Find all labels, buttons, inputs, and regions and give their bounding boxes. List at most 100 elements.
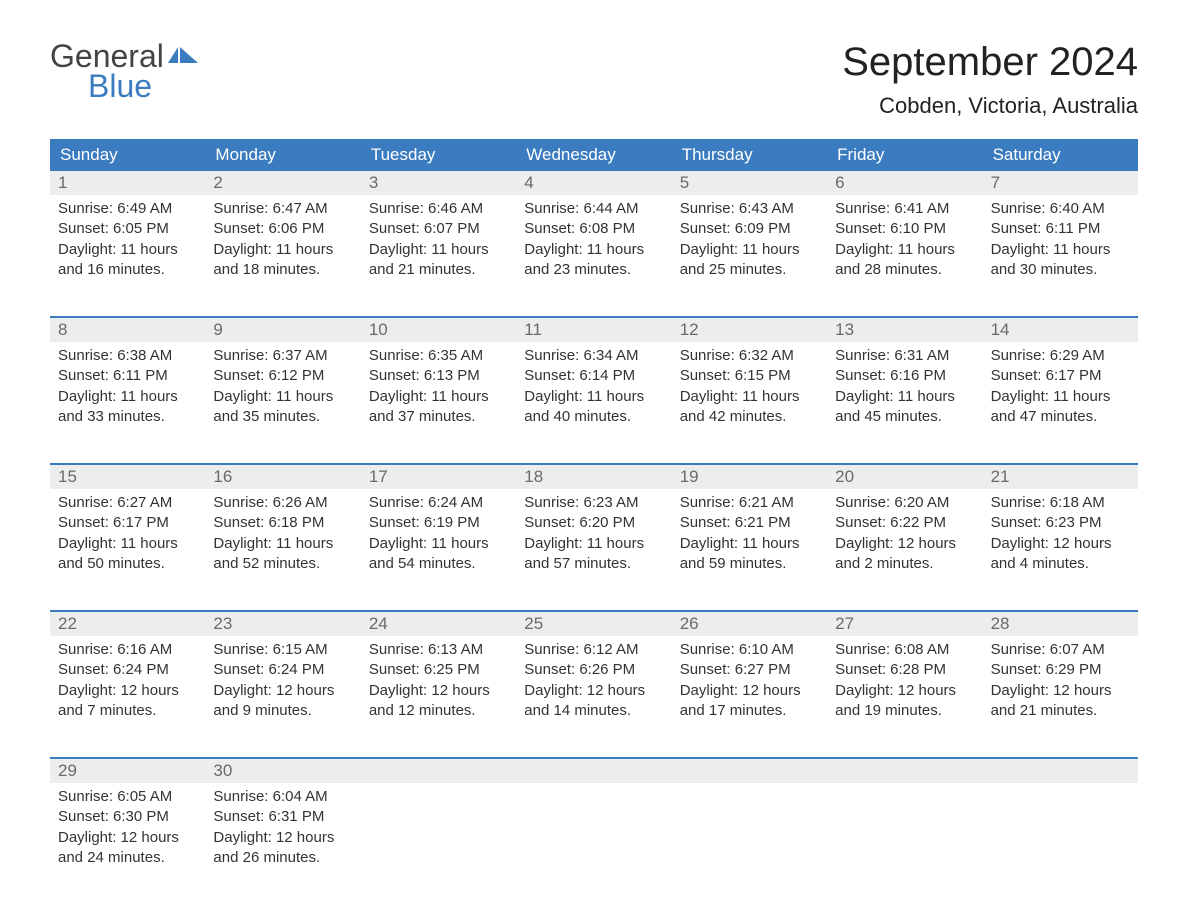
- day-line: Sunset: 6:19 PM: [369, 513, 508, 533]
- day-number-row: 891011121314: [50, 318, 1138, 342]
- day-line: and 25 minutes.: [680, 260, 819, 280]
- day-line: Sunset: 6:26 PM: [524, 660, 663, 680]
- day-line: and 18 minutes.: [213, 260, 352, 280]
- day-header: Thursday: [672, 139, 827, 171]
- day-line: and 14 minutes.: [524, 701, 663, 721]
- day-line: Sunset: 6:27 PM: [680, 660, 819, 680]
- day-line: Daylight: 12 hours: [58, 828, 197, 848]
- day-cell: Sunrise: 6:04 AMSunset: 6:31 PMDaylight:…: [205, 783, 360, 876]
- day-number: 22: [50, 612, 205, 636]
- day-cell: Sunrise: 6:05 AMSunset: 6:30 PMDaylight:…: [50, 783, 205, 876]
- day-number: 1: [50, 171, 205, 195]
- logo: General Blue: [50, 40, 200, 102]
- day-line: and 19 minutes.: [835, 701, 974, 721]
- day-line: Daylight: 12 hours: [835, 681, 974, 701]
- day-line: Sunrise: 6:05 AM: [58, 787, 197, 807]
- day-line: Sunrise: 6:26 AM: [213, 493, 352, 513]
- day-line: Sunrise: 6:12 AM: [524, 640, 663, 660]
- day-line: Daylight: 12 hours: [680, 681, 819, 701]
- day-number: 24: [361, 612, 516, 636]
- day-line: Sunset: 6:05 PM: [58, 219, 197, 239]
- day-line: Sunrise: 6:34 AM: [524, 346, 663, 366]
- day-line: and 23 minutes.: [524, 260, 663, 280]
- day-line: and 26 minutes.: [213, 848, 352, 868]
- day-line: Daylight: 11 hours: [680, 534, 819, 554]
- day-cell: Sunrise: 6:20 AMSunset: 6:22 PMDaylight:…: [827, 489, 982, 582]
- week-row: 1234567Sunrise: 6:49 AMSunset: 6:05 PMDa…: [50, 171, 1138, 288]
- day-cell: Sunrise: 6:13 AMSunset: 6:25 PMDaylight:…: [361, 636, 516, 729]
- day-cell: [516, 783, 671, 876]
- day-line: Daylight: 11 hours: [369, 534, 508, 554]
- day-line: Daylight: 11 hours: [524, 240, 663, 260]
- day-line: Daylight: 11 hours: [213, 387, 352, 407]
- day-number: 13: [827, 318, 982, 342]
- day-line: Sunrise: 6:08 AM: [835, 640, 974, 660]
- logo-text-bottom: Blue: [50, 70, 200, 102]
- day-number: 2: [205, 171, 360, 195]
- day-line: Daylight: 11 hours: [680, 240, 819, 260]
- day-line: Sunset: 6:18 PM: [213, 513, 352, 533]
- day-number: 26: [672, 612, 827, 636]
- day-number: 11: [516, 318, 671, 342]
- day-cell: Sunrise: 6:32 AMSunset: 6:15 PMDaylight:…: [672, 342, 827, 435]
- day-line: Daylight: 11 hours: [58, 534, 197, 554]
- day-line: Daylight: 11 hours: [58, 387, 197, 407]
- day-line: Sunrise: 6:32 AM: [680, 346, 819, 366]
- day-cell: [672, 783, 827, 876]
- day-line: Sunset: 6:06 PM: [213, 219, 352, 239]
- day-line: Daylight: 11 hours: [524, 534, 663, 554]
- day-header: Wednesday: [516, 139, 671, 171]
- day-line: Sunset: 6:17 PM: [991, 366, 1130, 386]
- day-line: Daylight: 11 hours: [991, 240, 1130, 260]
- day-line: and 59 minutes.: [680, 554, 819, 574]
- day-headers-row: SundayMondayTuesdayWednesdayThursdayFrid…: [50, 139, 1138, 171]
- day-line: Sunrise: 6:31 AM: [835, 346, 974, 366]
- day-line: and 40 minutes.: [524, 407, 663, 427]
- day-line: and 21 minutes.: [369, 260, 508, 280]
- day-line: and 24 minutes.: [58, 848, 197, 868]
- day-line: Sunrise: 6:43 AM: [680, 199, 819, 219]
- day-line: Sunrise: 6:47 AM: [213, 199, 352, 219]
- day-number: 20: [827, 465, 982, 489]
- day-number: [827, 759, 982, 783]
- day-line: Sunset: 6:11 PM: [991, 219, 1130, 239]
- day-number: 14: [983, 318, 1138, 342]
- day-line: and 54 minutes.: [369, 554, 508, 574]
- day-line: Sunset: 6:17 PM: [58, 513, 197, 533]
- day-line: Sunrise: 6:27 AM: [58, 493, 197, 513]
- day-number: 17: [361, 465, 516, 489]
- day-line: and 12 minutes.: [369, 701, 508, 721]
- day-number: 29: [50, 759, 205, 783]
- day-cell: Sunrise: 6:24 AMSunset: 6:19 PMDaylight:…: [361, 489, 516, 582]
- day-line: Daylight: 12 hours: [835, 534, 974, 554]
- day-line: Daylight: 11 hours: [213, 240, 352, 260]
- day-line: Sunrise: 6:16 AM: [58, 640, 197, 660]
- day-line: and 16 minutes.: [58, 260, 197, 280]
- week-row: 2930Sunrise: 6:05 AMSunset: 6:30 PMDayli…: [50, 757, 1138, 876]
- week-row: 15161718192021Sunrise: 6:27 AMSunset: 6:…: [50, 463, 1138, 582]
- day-cell: Sunrise: 6:16 AMSunset: 6:24 PMDaylight:…: [50, 636, 205, 729]
- day-line: Sunset: 6:14 PM: [524, 366, 663, 386]
- day-number: 30: [205, 759, 360, 783]
- day-cell: Sunrise: 6:43 AMSunset: 6:09 PMDaylight:…: [672, 195, 827, 288]
- day-line: Sunset: 6:08 PM: [524, 219, 663, 239]
- day-line: Daylight: 12 hours: [991, 534, 1130, 554]
- day-line: Sunset: 6:31 PM: [213, 807, 352, 827]
- day-header: Sunday: [50, 139, 205, 171]
- day-number: [672, 759, 827, 783]
- day-line: Sunset: 6:11 PM: [58, 366, 197, 386]
- day-cell: Sunrise: 6:38 AMSunset: 6:11 PMDaylight:…: [50, 342, 205, 435]
- day-number: 7: [983, 171, 1138, 195]
- day-cell: Sunrise: 6:34 AMSunset: 6:14 PMDaylight:…: [516, 342, 671, 435]
- day-line: Sunset: 6:12 PM: [213, 366, 352, 386]
- day-line: Sunset: 6:28 PM: [835, 660, 974, 680]
- day-line: Daylight: 11 hours: [58, 240, 197, 260]
- day-cell: Sunrise: 6:40 AMSunset: 6:11 PMDaylight:…: [983, 195, 1138, 288]
- day-number: 4: [516, 171, 671, 195]
- day-line: and 4 minutes.: [991, 554, 1130, 574]
- day-number: 10: [361, 318, 516, 342]
- day-line: Sunrise: 6:29 AM: [991, 346, 1130, 366]
- day-line: and 17 minutes.: [680, 701, 819, 721]
- day-line: Sunset: 6:09 PM: [680, 219, 819, 239]
- day-line: Sunset: 6:15 PM: [680, 366, 819, 386]
